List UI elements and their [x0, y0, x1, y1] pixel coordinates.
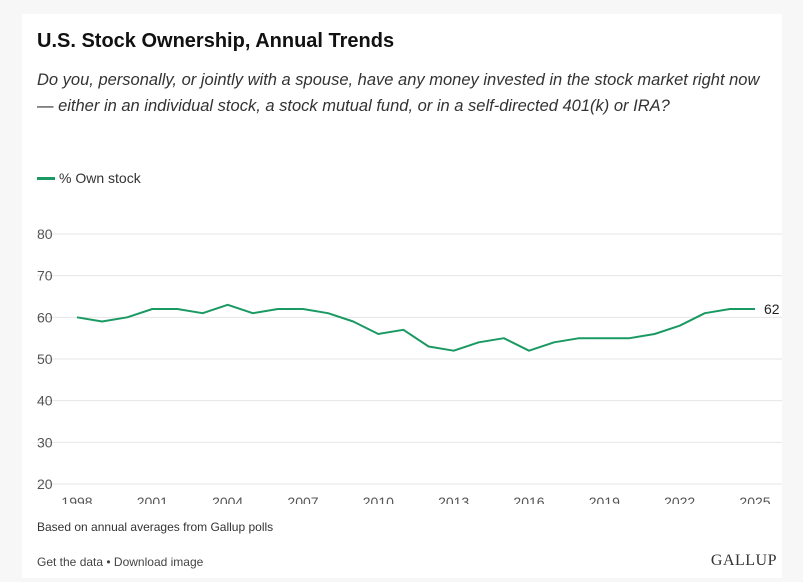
data-point[interactable]	[651, 330, 659, 338]
data-point[interactable]	[98, 318, 106, 326]
x-tick-label: 2001	[137, 494, 168, 504]
chart-title: U.S. Stock Ownership, Annual Trends	[37, 30, 395, 52]
data-point[interactable]	[324, 309, 332, 317]
data-point[interactable]	[349, 318, 357, 326]
x-tick-label: 2025	[739, 494, 770, 504]
x-tick-label: 2016	[513, 494, 544, 504]
data-point[interactable]	[676, 322, 684, 330]
data-point[interactable]	[751, 305, 759, 313]
data-point[interactable]	[374, 330, 382, 338]
x-tick-label: 2007	[287, 494, 318, 504]
end-value-label: 62	[764, 301, 780, 317]
x-tick-label: 1998	[61, 494, 92, 504]
series-line	[76, 303, 755, 352]
data-point[interactable]	[701, 309, 709, 317]
data-point[interactable]	[575, 334, 583, 342]
gallup-logo: GALLUP	[710, 552, 777, 569]
y-tick-label: 80	[37, 226, 53, 242]
data-point[interactable]	[148, 305, 156, 313]
x-tick-label: 2022	[664, 494, 695, 504]
legend: % Own stock	[37, 170, 141, 186]
data-point[interactable]	[550, 338, 558, 346]
data-point[interactable]	[274, 305, 282, 313]
y-tick-label: 70	[37, 268, 53, 284]
chart-card: U.S. Stock Ownership, Annual Trends Do y…	[22, 14, 782, 578]
data-point[interactable]	[123, 313, 131, 321]
data-point[interactable]	[425, 343, 433, 351]
data-point[interactable]	[625, 334, 633, 342]
data-point[interactable]	[600, 334, 608, 342]
data-point[interactable]	[224, 301, 232, 309]
data-point[interactable]	[450, 347, 458, 355]
x-tick-label: 2010	[363, 494, 394, 504]
data-point[interactable]	[399, 326, 407, 334]
data-point[interactable]	[199, 309, 207, 317]
x-tick-label: 2004	[212, 494, 243, 504]
x-tick-label: 2019	[589, 494, 620, 504]
line-chart: 20 30 40 50 60 70 80 1998 2001 2004 2007 2010 2013 2…	[37, 226, 782, 504]
data-point[interactable]	[525, 347, 533, 355]
chart-subtitle: Do you, personally, or jointly with a sp…	[37, 71, 760, 115]
chart-links: Get the data • Download image	[37, 555, 203, 569]
x-tick-label: 2013	[438, 494, 469, 504]
y-tick-label: 60	[37, 309, 53, 325]
download-image-link[interactable]: Download image	[113, 555, 204, 569]
y-tick-label: 40	[37, 393, 53, 409]
data-point[interactable]	[726, 305, 734, 313]
data-point[interactable]	[475, 338, 483, 346]
footnote: Based on annual averages from Gallup pol…	[37, 520, 274, 534]
legend-swatch	[37, 176, 55, 180]
y-tick-label: 50	[37, 351, 53, 367]
data-point[interactable]	[73, 313, 81, 321]
legend-label: % Own stock	[59, 170, 141, 186]
y-tick-label: 20	[37, 476, 53, 492]
link-separator: •	[103, 555, 114, 569]
y-tick-label: 30	[37, 434, 53, 450]
data-point[interactable]	[173, 305, 181, 313]
data-point[interactable]	[249, 309, 257, 317]
data-point[interactable]	[299, 305, 307, 313]
get-data-link[interactable]: Get the data	[37, 555, 104, 569]
data-point[interactable]	[500, 334, 508, 342]
